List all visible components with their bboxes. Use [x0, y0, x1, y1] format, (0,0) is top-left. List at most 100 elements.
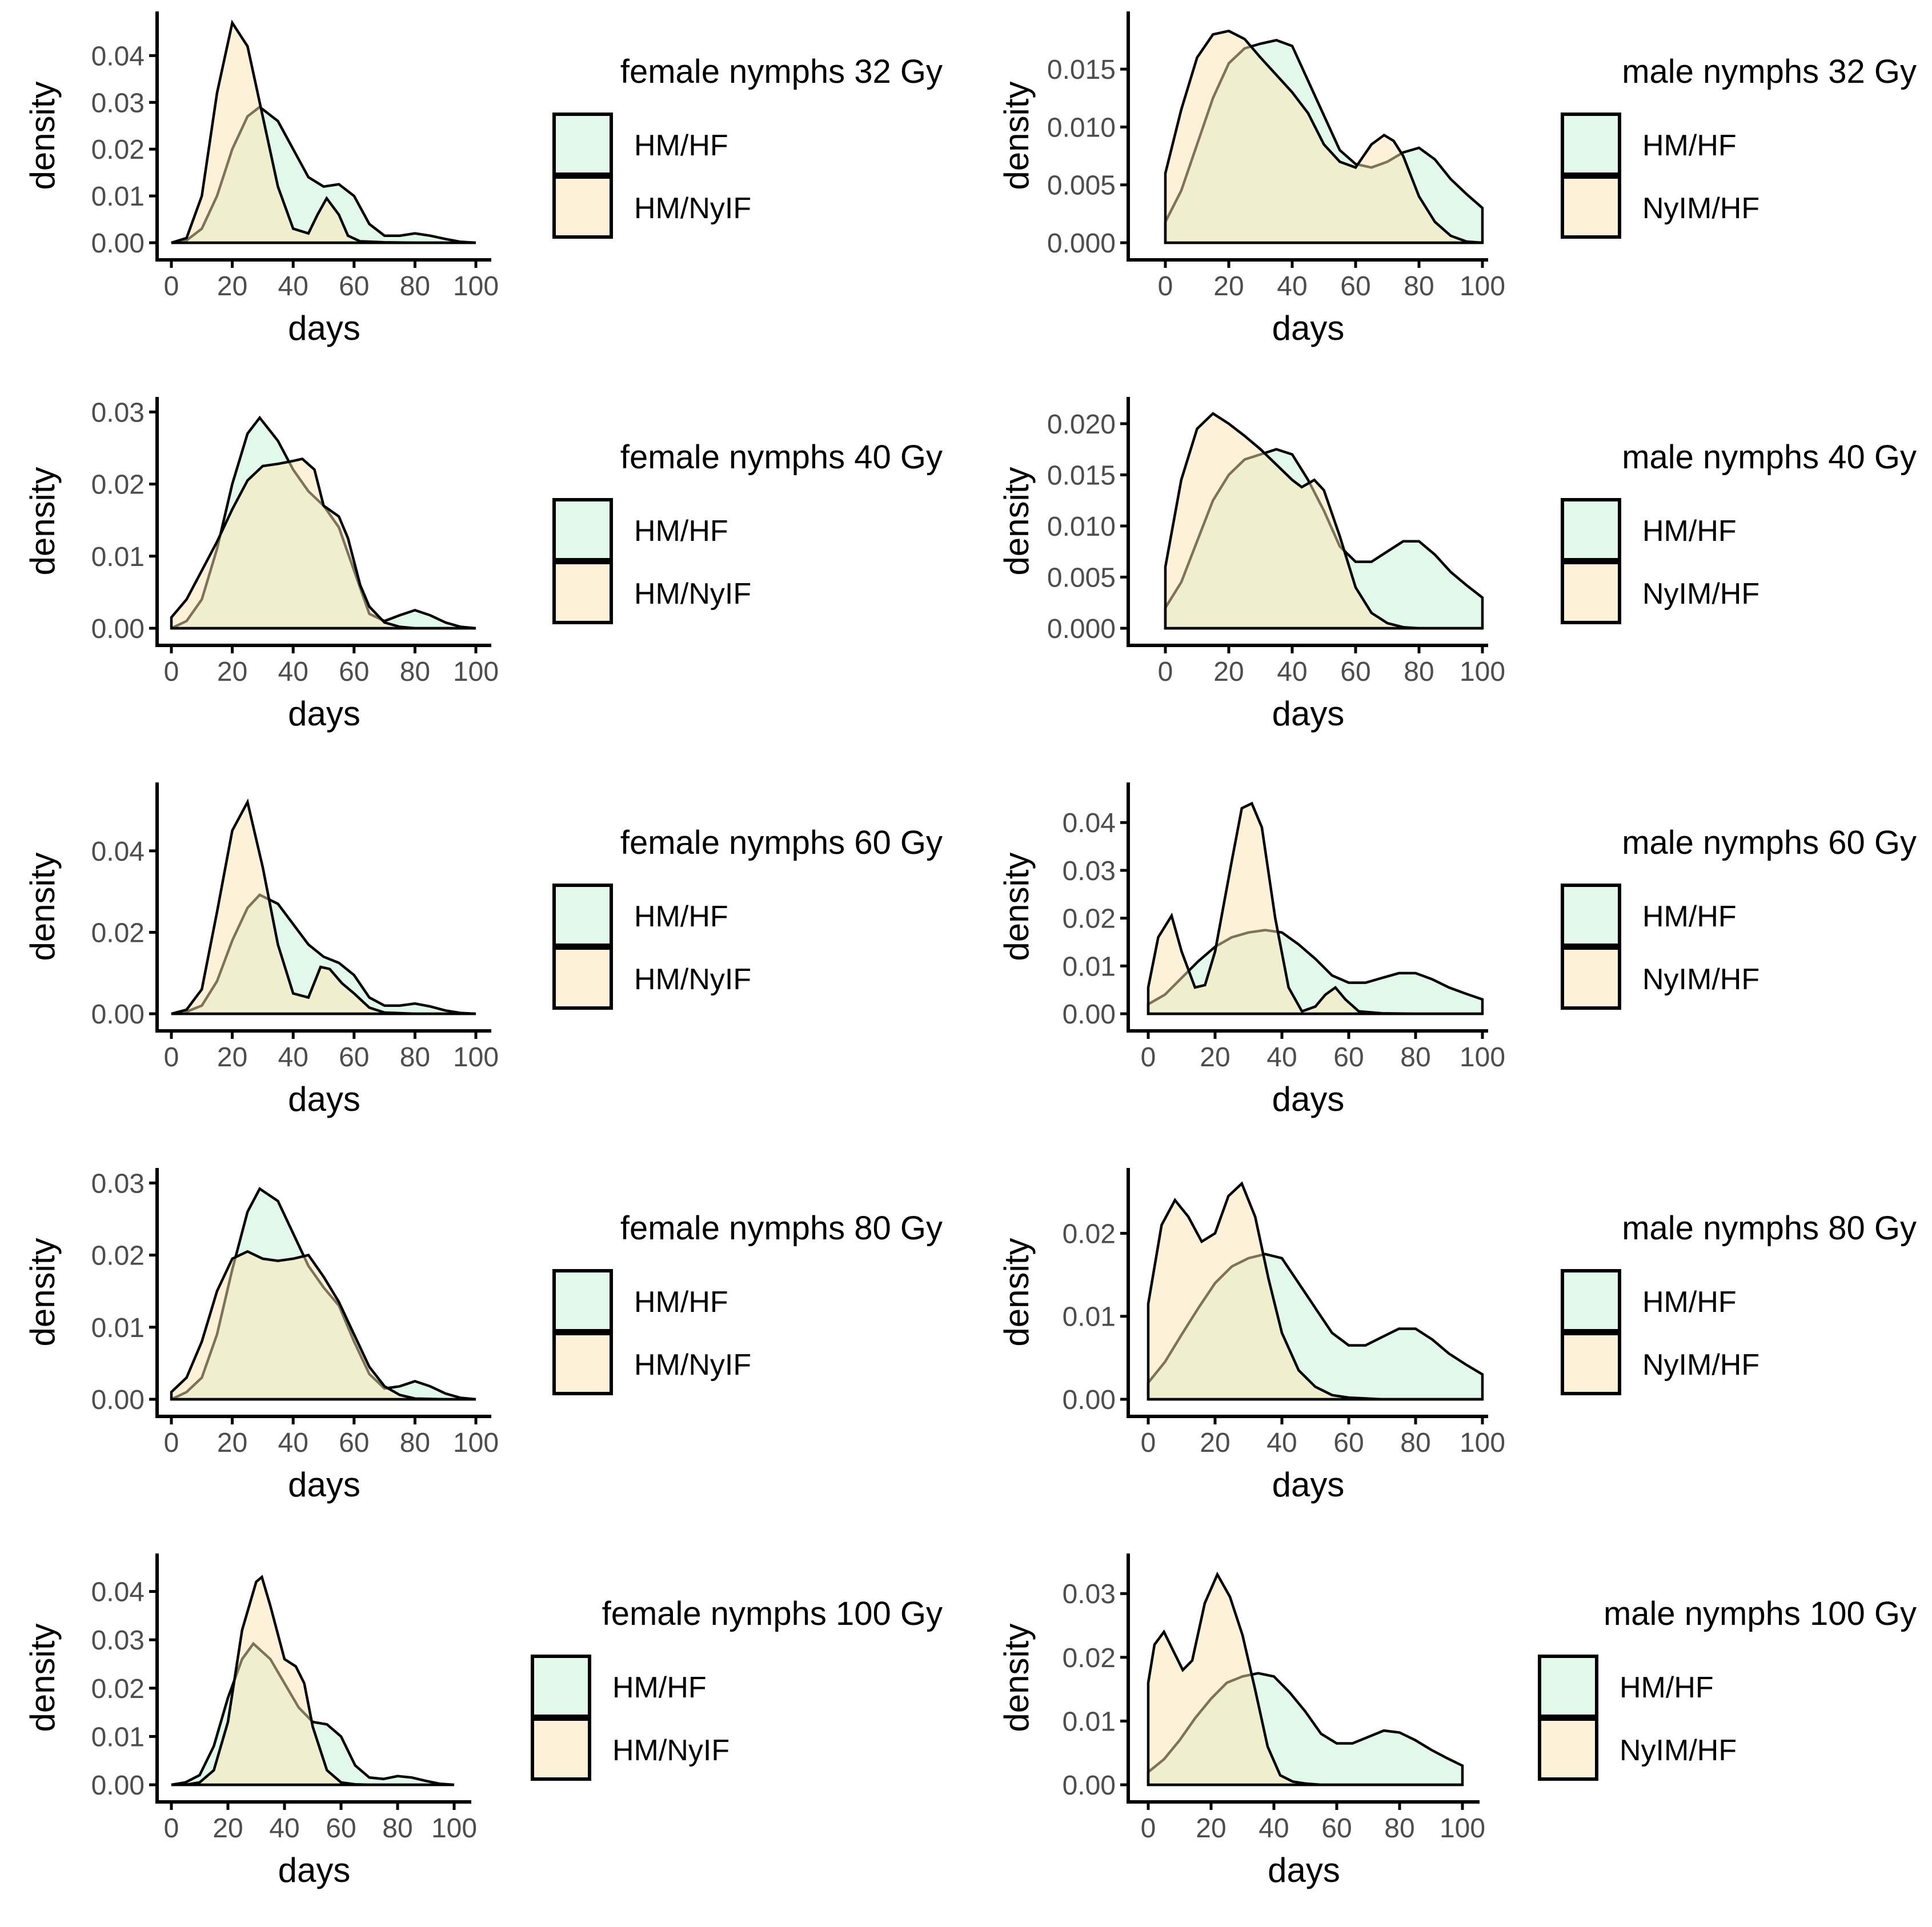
y-axis-title: density	[997, 467, 1036, 575]
x-tick-label: 60	[1340, 657, 1370, 687]
x-tick-label: 80	[400, 271, 430, 302]
legend: male nymphs 60 Gy HM/HF NyIM/HF	[1561, 824, 1917, 1010]
legend-key-hm-nyif	[552, 946, 613, 1010]
x-tick-label: 20	[1213, 271, 1244, 302]
legend-label-hm-hf: HM/HF	[612, 1671, 707, 1704]
x-tick-label: 60	[1333, 1042, 1364, 1073]
y-tick-label: 0.03	[91, 1169, 145, 1199]
y-tick-label: 0.01	[91, 1722, 145, 1752]
y-tick-label: 0.015	[1047, 55, 1116, 85]
legend-label-hm-nyif: HM/NyIF	[634, 1348, 751, 1382]
x-tick-label: 40	[1277, 657, 1307, 687]
legend-label-hm-hf: HM/HF	[634, 515, 728, 548]
y-tick-label: 0.01	[1063, 1302, 1116, 1332]
legend-key-hm-hf	[552, 498, 613, 561]
y-tick-label: 0.02	[91, 1241, 145, 1271]
y-axis-title: density	[23, 81, 62, 190]
legend-label-nyim-hf: NyIM/HF	[1642, 1348, 1759, 1382]
x-tick-label: 60	[1333, 1428, 1364, 1458]
x-tick-label: 100	[1460, 1428, 1505, 1458]
x-tick-label: 60	[339, 657, 369, 687]
panel-male-nymphs-100-gy: 0.00 0.01 0.02 0.03 0 20 40 60 80 100 days density m…	[997, 1553, 1917, 1889]
y-axis-title: density	[997, 852, 1036, 961]
panel-female-nymphs-80-gy: 0.00 0.01 0.02 0.03 0 20 40 60 80 100 days density f…	[23, 1168, 943, 1504]
x-axis-title: days	[1268, 1851, 1340, 1889]
legend-key-hm-hf	[1561, 113, 1621, 176]
x-tick-label: 80	[1404, 271, 1434, 302]
legend-key-hm-hf	[1561, 1269, 1621, 1332]
x-tick-label: 0	[164, 1042, 179, 1073]
x-tick-label: 40	[278, 1042, 308, 1073]
y-tick-label: 0.04	[91, 837, 145, 867]
y-tick-label: 0.03	[91, 398, 145, 428]
y-tick-label: 0.00	[91, 1385, 145, 1415]
x-axis-title: days	[288, 309, 360, 347]
panel-female-nymphs-60-gy: 0.00 0.02 0.04 0 20 40 60 80 100 days density femal…	[23, 782, 943, 1118]
legend: female nymphs 32 Gy HM/HF HM/NyIF	[552, 53, 943, 239]
y-tick-label: 0.03	[1063, 856, 1116, 886]
y-tick-label: 0.00	[91, 999, 145, 1030]
x-tick-label: 100	[1440, 1813, 1485, 1844]
x-tick-label: 80	[1400, 1042, 1430, 1073]
panel-female-nymphs-40-gy: 0.00 0.01 0.02 0.03 0 20 40 60 80 100 days density f…	[23, 397, 943, 733]
legend-key-hm-hf	[1561, 884, 1621, 947]
legend: male nymphs 32 Gy HM/HF NyIM/HF	[1561, 53, 1917, 239]
x-tick-label: 100	[1460, 1042, 1505, 1073]
legend-key-hm-hf	[552, 884, 613, 947]
y-tick-label: 0.03	[91, 88, 145, 118]
y-tick-label: 0.000	[1047, 228, 1116, 259]
y-tick-label: 0.010	[1047, 512, 1116, 542]
density-area-nyim-hf	[1164, 29, 1483, 244]
x-tick-label: 60	[339, 1042, 369, 1073]
legend-label-hm-hf: HM/HF	[1642, 515, 1737, 548]
x-tick-label: 0	[164, 1813, 179, 1844]
y-tick-label: 0.00	[91, 614, 145, 644]
y-tick-label: 0.03	[91, 1625, 145, 1656]
panel-female-nymphs-32-gy: 0.00 0.01 0.02 0.03 0.04 0 20 40 60 80 100 days dens…	[23, 11, 943, 347]
legend-key-hm-nyif	[552, 175, 613, 239]
density-area-hm-nyif	[170, 457, 476, 630]
panel-male-nymphs-60-gy: 0.00 0.01 0.02 0.03 0.04 0 20 40 60 80 100 days dens…	[997, 782, 1917, 1118]
x-tick-label: 60	[326, 1813, 356, 1844]
legend: female nymphs 80 Gy HM/HF HM/NyIF	[552, 1210, 943, 1395]
legend-title: male nymphs 60 Gy	[1622, 824, 1917, 861]
legend-title: female nymphs 32 Gy	[620, 53, 943, 90]
x-axis-title: days	[288, 1466, 360, 1504]
legend-key-nyim-hf	[1561, 1332, 1621, 1395]
y-tick-label: 0.00	[1063, 1385, 1116, 1415]
legend-title: male nymphs 80 Gy	[1622, 1210, 1917, 1247]
x-tick-label: 100	[453, 657, 499, 687]
x-tick-label: 80	[400, 657, 430, 687]
x-tick-label: 100	[453, 1428, 499, 1458]
legend-key-nyim-hf	[1538, 1717, 1598, 1781]
legend: female nymphs 60 Gy HM/HF HM/NyIF	[552, 824, 943, 1010]
x-tick-label: 40	[1266, 1428, 1297, 1458]
legend-label-hm-hf: HM/HF	[1642, 1286, 1737, 1319]
x-tick-label: 0	[164, 271, 179, 302]
y-tick-label: 0.00	[91, 1771, 145, 1801]
y-tick-label: 0.02	[1063, 904, 1116, 934]
x-axis-title: days	[1272, 1466, 1345, 1504]
density-area-hm-nyif	[170, 1250, 476, 1401]
x-tick-label: 20	[1200, 1428, 1230, 1458]
y-axis-title: density	[997, 1623, 1036, 1732]
legend-label-hm-nyif: HM/NyIF	[634, 577, 751, 611]
x-tick-label: 0	[1158, 657, 1173, 687]
y-tick-label: 0.02	[1063, 1219, 1116, 1249]
legend-key-hm-hf	[552, 113, 613, 176]
legend: female nymphs 100 Gy HM/HF HM/NyIF	[531, 1595, 943, 1781]
legend: male nymphs 40 Gy HM/HF NyIM/HF	[1561, 439, 1917, 624]
y-axis-title: density	[23, 852, 62, 961]
legend-label-hm-hf: HM/HF	[634, 129, 728, 162]
y-tick-label: 0.000	[1047, 614, 1116, 644]
x-tick-label: 20	[1196, 1813, 1226, 1844]
x-tick-label: 60	[1321, 1813, 1352, 1844]
x-tick-label: 80	[1404, 657, 1434, 687]
x-tick-label: 100	[453, 1042, 499, 1073]
legend-title: male nymphs 40 Gy	[1622, 439, 1917, 476]
x-tick-label: 40	[278, 271, 308, 302]
density-area-nyim-hf	[1164, 412, 1482, 630]
legend-label-hm-hf: HM/HF	[634, 900, 728, 933]
y-tick-label: 0.01	[1063, 1707, 1116, 1737]
